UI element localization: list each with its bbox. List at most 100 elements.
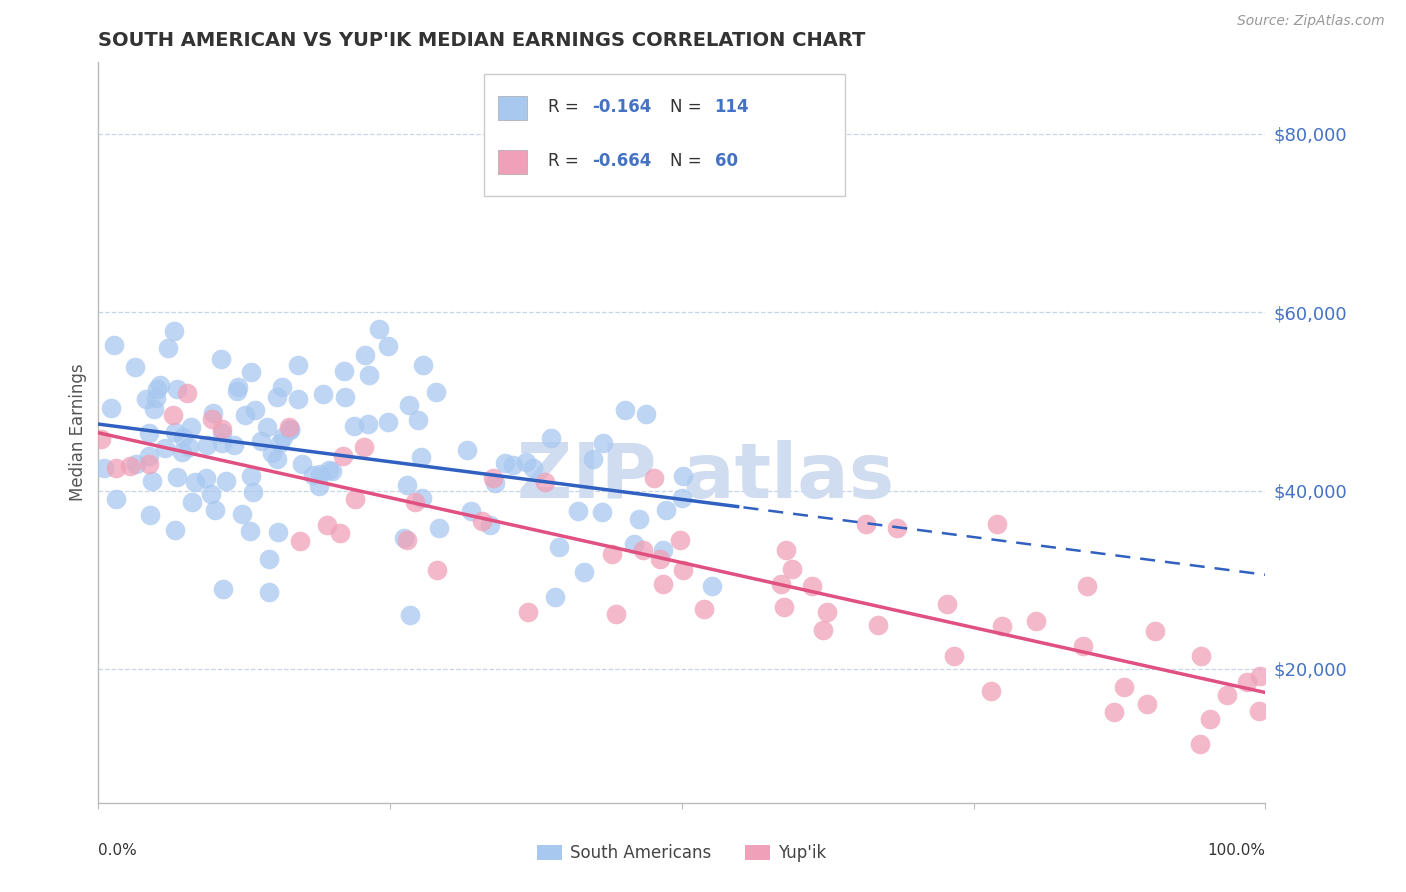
Yup'ik xyxy=(1236,675,1258,690)
South Americans xyxy=(377,415,399,429)
South Americans xyxy=(250,434,273,448)
South Americans xyxy=(138,449,160,463)
Yup'ik xyxy=(1076,580,1098,594)
South Americans xyxy=(343,419,366,434)
Yup'ik xyxy=(1216,688,1239,702)
Yup'ik xyxy=(404,495,426,509)
South Americans xyxy=(163,425,186,440)
Yup'ik xyxy=(652,576,675,591)
South Americans xyxy=(93,461,115,475)
South Americans xyxy=(177,440,200,454)
Yup'ik xyxy=(769,576,792,591)
South Americans xyxy=(239,524,262,538)
Yup'ik xyxy=(672,563,695,577)
South Americans xyxy=(309,467,332,481)
South Americans xyxy=(146,383,169,397)
South Americans xyxy=(280,422,302,436)
Yup'ik xyxy=(288,533,311,548)
South Americans xyxy=(333,363,356,377)
Text: 0.0%: 0.0% xyxy=(98,843,138,857)
South Americans xyxy=(271,430,294,444)
Yup'ik xyxy=(868,618,890,632)
South Americans xyxy=(494,456,516,470)
South Americans xyxy=(135,392,157,406)
Yup'ik xyxy=(986,517,1008,532)
Yup'ik xyxy=(602,548,624,562)
Yup'ik xyxy=(801,579,824,593)
South Americans xyxy=(166,470,188,484)
South Americans xyxy=(170,445,193,459)
Text: Source: ZipAtlas.com: Source: ZipAtlas.com xyxy=(1237,14,1385,28)
South Americans xyxy=(291,457,314,471)
South Americans xyxy=(202,407,225,421)
Text: R =: R = xyxy=(548,152,583,170)
South Americans xyxy=(204,502,226,516)
South Americans xyxy=(194,471,217,485)
South Americans xyxy=(226,384,249,399)
South Americans xyxy=(157,341,180,355)
Yup'ik xyxy=(426,563,449,577)
Yup'ik xyxy=(775,542,797,557)
Yup'ik xyxy=(343,491,366,506)
South Americans xyxy=(242,484,264,499)
South Americans xyxy=(427,520,450,534)
Text: ZIP atlas: ZIP atlas xyxy=(516,440,894,514)
South Americans xyxy=(357,417,380,432)
South Americans xyxy=(354,348,377,362)
South Americans xyxy=(172,430,194,444)
South Americans xyxy=(460,504,482,518)
Yup'ik xyxy=(669,533,692,548)
Yup'ik xyxy=(316,518,339,533)
Yup'ik xyxy=(1025,614,1047,628)
South Americans xyxy=(623,536,645,550)
Yup'ik xyxy=(1249,704,1271,718)
Y-axis label: Median Earnings: Median Earnings xyxy=(69,364,87,501)
Yup'ik xyxy=(104,461,127,475)
South Americans xyxy=(233,408,256,422)
FancyBboxPatch shape xyxy=(484,73,845,195)
South Americans xyxy=(224,438,246,452)
South Americans xyxy=(155,442,177,456)
Text: N =: N = xyxy=(671,98,707,116)
Yup'ik xyxy=(120,458,142,473)
Text: -0.664: -0.664 xyxy=(592,152,651,170)
Text: 100.0%: 100.0% xyxy=(1208,843,1265,857)
South Americans xyxy=(515,455,537,469)
South Americans xyxy=(321,465,343,479)
South Americans xyxy=(308,479,330,493)
South Americans xyxy=(257,585,280,599)
South Americans xyxy=(149,378,172,392)
South Americans xyxy=(311,386,333,401)
Yup'ik xyxy=(1136,698,1159,712)
South Americans xyxy=(240,365,263,379)
South Americans xyxy=(266,452,288,467)
South Americans xyxy=(411,491,433,505)
Text: 60: 60 xyxy=(714,152,738,170)
South Americans xyxy=(412,358,434,372)
Yup'ik xyxy=(648,551,671,566)
Text: SOUTH AMERICAN VS YUP'IK MEDIAN EARNINGS CORRELATION CHART: SOUTH AMERICAN VS YUP'IK MEDIAN EARNINGS… xyxy=(98,30,866,50)
Yup'ik xyxy=(1188,737,1211,751)
South Americans xyxy=(367,322,389,336)
South Americans xyxy=(184,475,207,489)
Yup'ik xyxy=(935,597,957,611)
South Americans xyxy=(103,338,125,352)
South Americans xyxy=(377,339,399,353)
South Americans xyxy=(655,503,678,517)
Yup'ik xyxy=(90,433,112,447)
Yup'ik xyxy=(605,607,627,621)
South Americans xyxy=(572,565,595,579)
Yup'ik xyxy=(329,525,352,540)
South Americans xyxy=(124,360,146,375)
South Americans xyxy=(200,487,222,501)
Yup'ik xyxy=(886,521,908,535)
Yup'ik xyxy=(353,440,375,454)
South Americans xyxy=(406,412,429,426)
South Americans xyxy=(582,452,605,467)
Yup'ik xyxy=(1073,640,1095,654)
South Americans xyxy=(302,467,325,482)
South Americans xyxy=(260,446,283,460)
South Americans xyxy=(613,403,636,417)
Yup'ik xyxy=(138,457,160,471)
Yup'ik xyxy=(811,624,834,638)
